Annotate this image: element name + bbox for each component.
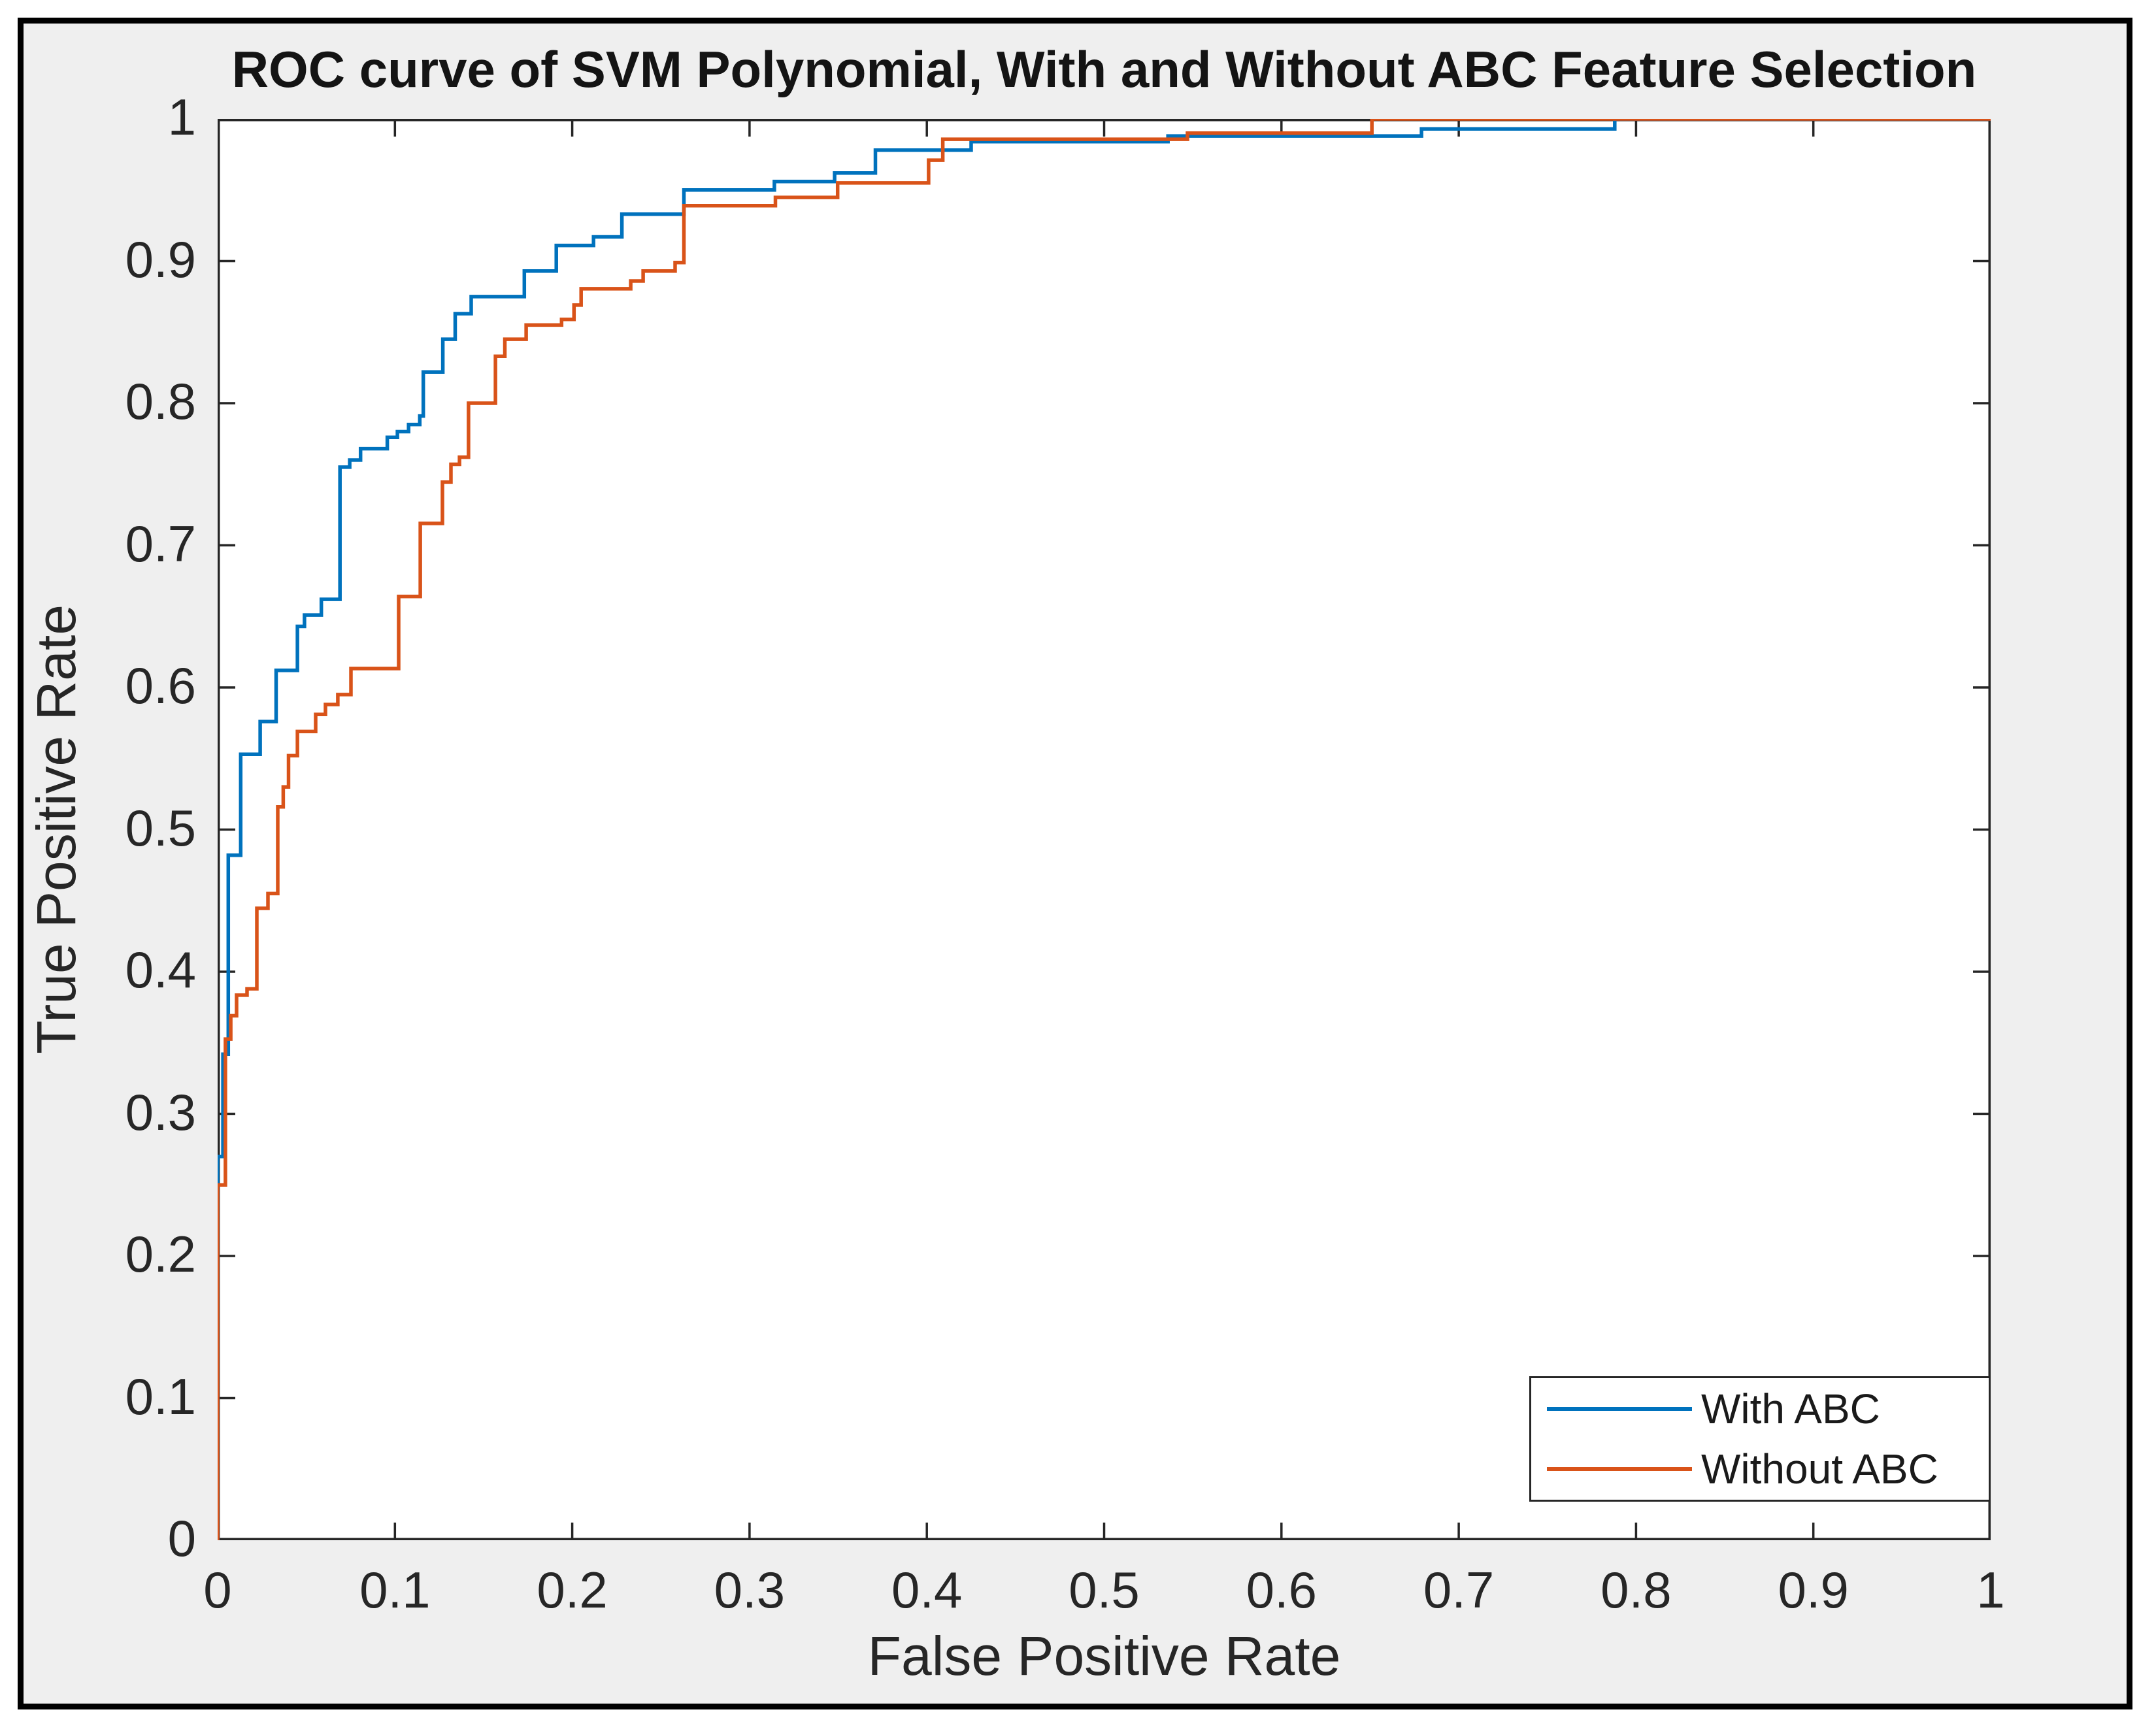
x-axis-label: False Positive Rate — [867, 1625, 1341, 1687]
x-tick-label: 0.7 — [1423, 1561, 1495, 1619]
x-tick-label: 0.1 — [359, 1561, 431, 1619]
x-tick-label: 0.6 — [1246, 1561, 1318, 1619]
y-tick-label: 0.1 — [125, 1367, 196, 1425]
x-tick-label: 0.4 — [891, 1561, 963, 1619]
x-tick-label: 1 — [1976, 1561, 2005, 1619]
y-tick-label: 0.3 — [125, 1083, 196, 1141]
x-tick-label: 0.5 — [1069, 1561, 1140, 1619]
y-tick-label: 0.6 — [125, 657, 196, 714]
axes-box — [218, 119, 1991, 1540]
x-tick-label: 0.9 — [1778, 1561, 1849, 1619]
y-tick-label: 0.4 — [125, 941, 196, 999]
y-tick-label: 0.8 — [125, 372, 196, 430]
legend-label-without-abc: Without ABC — [1701, 1445, 1938, 1493]
x-tick-label: 0.2 — [537, 1561, 608, 1619]
roc-curve-without-abc — [218, 119, 1991, 1540]
x-tick-label: 0.8 — [1600, 1561, 1672, 1619]
legend-label-with-abc: With ABC — [1701, 1385, 1880, 1432]
y-tick-label: 1 — [167, 88, 196, 146]
y-tick-label: 0.2 — [125, 1225, 196, 1283]
roc-curve-with-abc — [218, 119, 1991, 1540]
y-tick-label: 0.9 — [125, 230, 196, 288]
legend-line-with-abc — [1547, 1407, 1692, 1411]
y-tick-label: 0.7 — [125, 514, 196, 572]
x-tick-label: 0 — [203, 1561, 232, 1619]
x-tick-label: 0.3 — [714, 1561, 786, 1619]
plot-area — [218, 119, 1991, 1540]
plot-background — [218, 119, 1991, 1540]
legend-entry-without-abc: Without ABC — [1531, 1440, 1989, 1498]
legend-line-without-abc — [1547, 1467, 1692, 1471]
y-tick-label: 0 — [167, 1510, 196, 1567]
legend-entry-with-abc: With ABC — [1531, 1379, 1989, 1438]
legend: With ABC Without ABC — [1529, 1376, 1991, 1502]
chart-title: ROC curve of SVM Polynomial, With and Wi… — [231, 41, 1977, 98]
y-tick-label: 0.5 — [125, 799, 196, 857]
